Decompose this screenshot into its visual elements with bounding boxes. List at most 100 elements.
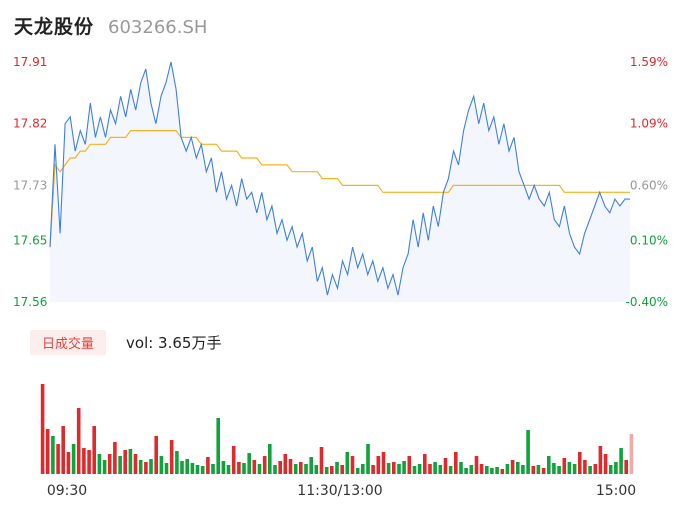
volume-bar bbox=[578, 452, 582, 474]
volume-bar bbox=[371, 465, 375, 474]
volume-bar bbox=[454, 452, 458, 474]
volume-bar bbox=[211, 464, 215, 474]
volume-bar bbox=[309, 457, 313, 474]
price-line bbox=[49, 61, 630, 296]
volume-bar bbox=[169, 440, 174, 474]
volume-bar bbox=[144, 462, 148, 474]
volume-bar bbox=[428, 464, 432, 474]
time-tick-label: 09:30 bbox=[47, 483, 87, 499]
avg-price-line bbox=[49, 130, 630, 248]
volume-bar bbox=[335, 462, 339, 474]
volume-bar bbox=[603, 454, 608, 474]
stock-code: 603266.SH bbox=[108, 17, 208, 38]
price-tick-label: 17.91 bbox=[13, 55, 47, 69]
volume-bar bbox=[221, 461, 226, 474]
volume-bar bbox=[583, 460, 587, 474]
volume-value: vol: 3.65万手 bbox=[126, 333, 222, 352]
volume-bar bbox=[242, 463, 246, 474]
volume-bar bbox=[185, 459, 189, 474]
volume-bar bbox=[293, 464, 298, 474]
volume-bar bbox=[262, 456, 267, 474]
volume-bar bbox=[423, 454, 427, 474]
volume-bar bbox=[557, 466, 561, 474]
volume-bar bbox=[324, 467, 329, 474]
volume-bar bbox=[87, 450, 91, 474]
volume-bar bbox=[500, 469, 505, 474]
volume-bar bbox=[51, 436, 55, 474]
volume-bar bbox=[624, 460, 628, 474]
volume-bar bbox=[459, 462, 463, 474]
volume-bar bbox=[133, 454, 138, 474]
volume-bar bbox=[118, 456, 122, 474]
volume-bar bbox=[376, 456, 381, 474]
volume-bar bbox=[448, 466, 453, 474]
volume-bar bbox=[252, 460, 257, 474]
volume-bar bbox=[407, 456, 412, 474]
volume-bar bbox=[536, 465, 541, 474]
time-tick-label: 11:30/13:00 bbox=[297, 483, 382, 499]
volume-bar bbox=[567, 462, 572, 474]
volume-tab[interactable]: 日成交量 bbox=[30, 329, 107, 355]
price-tick-label: 17.56 bbox=[13, 295, 47, 309]
volume-bar bbox=[216, 418, 220, 474]
volume-bar bbox=[608, 465, 613, 474]
volume-bar bbox=[66, 452, 71, 474]
volume-bar bbox=[350, 456, 355, 474]
pct-tick-label: 0.60% bbox=[630, 178, 668, 192]
volume-bar bbox=[273, 465, 277, 474]
volume-bar bbox=[175, 451, 179, 474]
volume-bar bbox=[495, 467, 499, 474]
volume-bar bbox=[149, 459, 153, 474]
pct-tick-label: 0.10% bbox=[630, 233, 668, 247]
volume-bar bbox=[288, 459, 293, 474]
volume-bar bbox=[45, 429, 50, 474]
volume-chart[interactable]: 09:30 11:30/13:00 15:00 bbox=[0, 364, 686, 524]
price-area bbox=[50, 62, 630, 302]
volume-bar bbox=[154, 436, 158, 474]
volume-bar bbox=[200, 466, 205, 474]
volume-bar bbox=[128, 449, 133, 474]
volume-bar bbox=[40, 384, 45, 474]
volume-bar bbox=[464, 468, 468, 474]
volume-header: 日成交量 vol: 3.65万手 bbox=[30, 329, 222, 355]
volume-bar bbox=[56, 444, 60, 474]
price-chart[interactable]: 17.91 1.59% 17.82 1.09% 17.73 0.60% 17.65 0.10%… bbox=[0, 0, 686, 320]
time-tick-label: 15:00 bbox=[596, 483, 636, 499]
volume-bar bbox=[278, 461, 282, 474]
volume-bar bbox=[572, 464, 577, 474]
volume-bar bbox=[619, 448, 623, 474]
volume-bar bbox=[113, 442, 117, 474]
volume-bar bbox=[257, 464, 262, 474]
volume-bar bbox=[159, 456, 164, 474]
volume-bar bbox=[593, 464, 598, 474]
volume-bar bbox=[299, 462, 303, 474]
volume-bar bbox=[526, 430, 530, 474]
volume-bar bbox=[268, 444, 272, 474]
price-tick-label: 17.65 bbox=[13, 233, 47, 247]
volume-bar bbox=[102, 460, 107, 474]
volume-bar bbox=[490, 468, 494, 474]
volume-bar bbox=[330, 466, 334, 474]
volume-bar bbox=[206, 457, 210, 474]
volume-bar bbox=[386, 463, 391, 474]
volume-bar bbox=[226, 465, 231, 474]
volume-bar bbox=[397, 464, 401, 474]
volume-bar bbox=[304, 464, 308, 474]
volume-bar bbox=[381, 452, 386, 474]
volume-bar bbox=[190, 463, 195, 474]
volume-bar bbox=[402, 461, 406, 474]
volume-bar bbox=[76, 408, 81, 474]
volume-bar bbox=[412, 466, 417, 474]
volume-bar bbox=[366, 444, 370, 474]
volume-bar bbox=[521, 465, 525, 474]
volume-bar bbox=[433, 462, 437, 474]
volume-bar bbox=[355, 468, 360, 474]
stock-name: 天龙股份 bbox=[14, 16, 95, 38]
volume-bar bbox=[123, 450, 127, 474]
volume-bar bbox=[562, 458, 567, 474]
price-tick-label: 17.73 bbox=[13, 178, 47, 192]
pct-tick-label: 1.59% bbox=[630, 55, 668, 69]
volume-bar bbox=[247, 453, 251, 474]
volume-bar bbox=[479, 464, 484, 474]
volume-bar bbox=[629, 434, 634, 474]
